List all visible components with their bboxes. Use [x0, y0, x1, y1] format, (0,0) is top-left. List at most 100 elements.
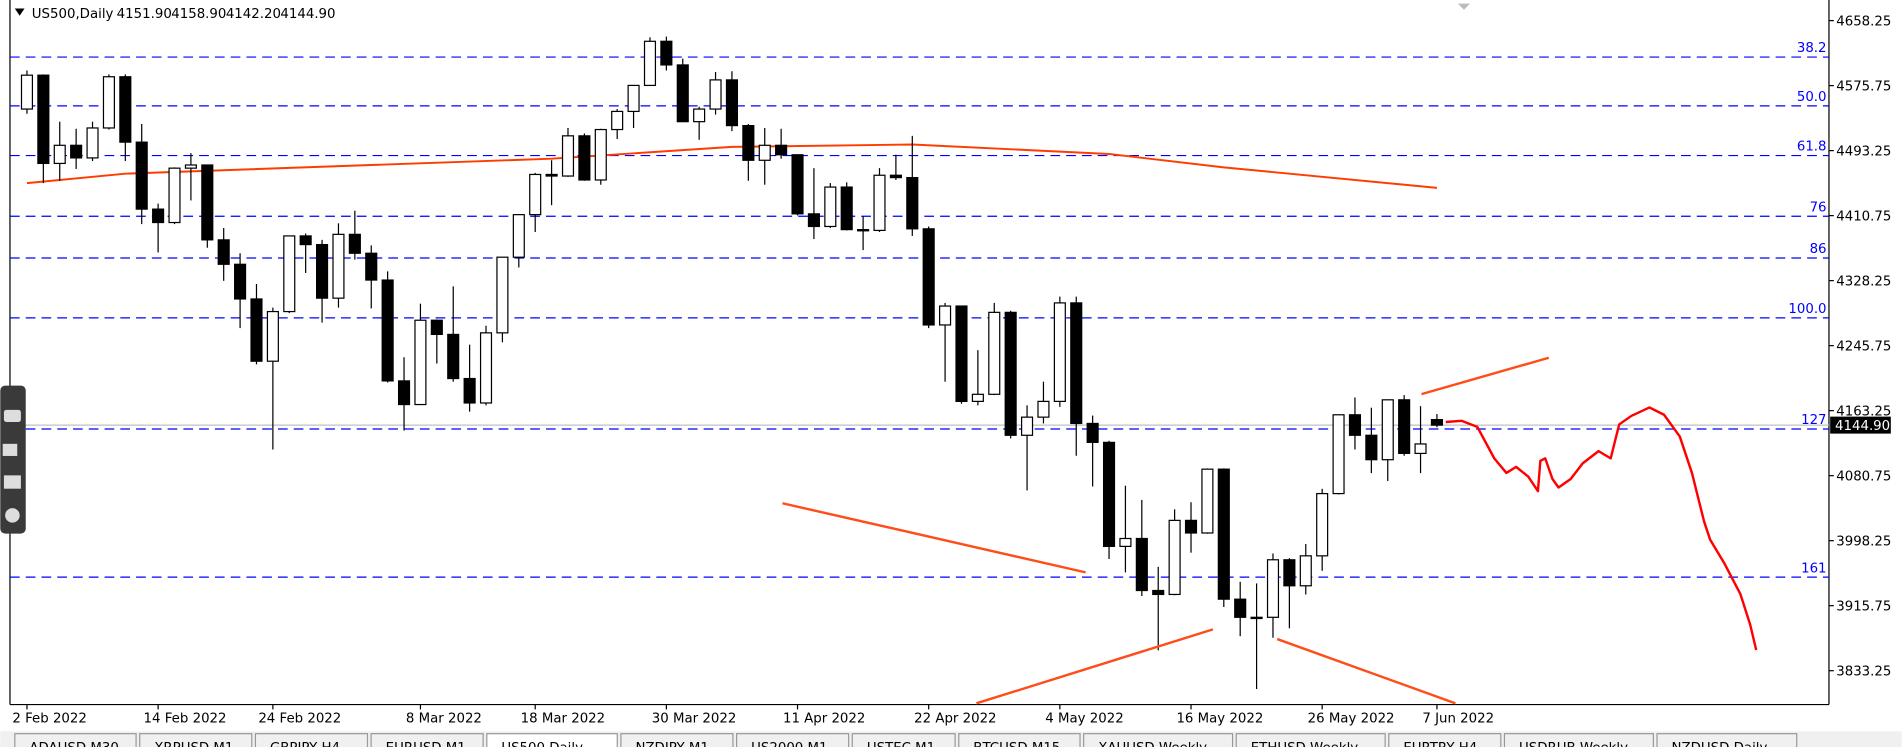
record-button[interactable]	[2, 443, 18, 456]
candle-body	[922, 228, 935, 326]
tab-label[interactable]: USDRUB,Weekly	[1519, 741, 1628, 751]
candle-body	[1102, 441, 1116, 547]
x-tick-label: 7 Jun 2022	[1422, 712, 1494, 727]
candle-body	[70, 144, 83, 159]
candle-body	[643, 40, 657, 87]
candle-body	[168, 167, 181, 224]
x-tick-label: 26 May 2022	[1308, 712, 1395, 727]
candle-body	[971, 393, 984, 402]
candle-body	[857, 229, 870, 232]
x-tick-label: 16 May 2022	[1176, 712, 1263, 727]
candle-body	[217, 239, 230, 265]
candle-body	[381, 279, 394, 382]
candle-body	[53, 144, 66, 165]
fib-label: 100.0	[1788, 302, 1826, 317]
candle-body	[1135, 537, 1148, 592]
header-value: 4144.90	[280, 7, 335, 22]
tab-label[interactable]: EURTRY,H4	[1403, 741, 1477, 751]
candle-body	[512, 214, 525, 258]
candle-body	[414, 319, 427, 406]
tab-label[interactable]: NZDUSD,Daily	[1672, 741, 1768, 751]
fib-label: 161	[1801, 561, 1826, 576]
candle-body	[1201, 468, 1214, 534]
candle-body	[1283, 559, 1296, 587]
candle-body	[348, 233, 361, 254]
candle-body	[184, 164, 197, 169]
current-price-label: 4144.90	[1835, 419, 1890, 434]
x-tick-label: 14 Feb 2022	[144, 712, 227, 727]
x-tick-label: 18 Mar 2022	[521, 712, 606, 727]
candle-body	[283, 235, 296, 313]
candle-body	[102, 76, 115, 129]
fib-label: 127	[1801, 413, 1826, 428]
candle-body	[676, 64, 689, 123]
candle-body	[775, 144, 788, 156]
screenshot-button[interactable]	[3, 409, 21, 423]
candle-body	[430, 319, 443, 336]
candle-body	[561, 135, 575, 177]
candle-body	[611, 110, 624, 131]
tab-label[interactable]: ETHUSD,Weekly	[1251, 741, 1359, 751]
y-tick-label: 3915.75	[1836, 600, 1891, 615]
fib-label: 76	[1810, 200, 1827, 215]
y-tick-label: 4163.25	[1836, 405, 1891, 420]
drawings	[782, 356, 1758, 705]
y-tick-label: 4245.75	[1836, 339, 1891, 354]
candle-body	[1381, 399, 1394, 461]
candle-body	[709, 79, 722, 110]
candle-body	[791, 154, 804, 215]
candle-body	[1234, 598, 1247, 618]
tab-label[interactable]: GBPJPY,H4	[270, 741, 340, 751]
candle-body	[1414, 443, 1427, 455]
candle-body	[1168, 519, 1181, 596]
candle-body	[20, 74, 34, 110]
fib-label: 86	[1810, 242, 1827, 257]
candle-body	[594, 128, 607, 181]
y-tick-label: 3998.25	[1836, 535, 1891, 550]
candle-body	[201, 164, 214, 241]
tab-label[interactable]: EURUSD,M1	[386, 741, 466, 751]
tab-label[interactable]: USTEC,M1	[867, 741, 935, 751]
tab-label[interactable]: NZDJPY,M1	[635, 741, 708, 751]
tab-label[interactable]: BTCUSD,M15	[973, 741, 1060, 751]
candle-body	[479, 332, 493, 404]
candle-body	[840, 186, 853, 231]
candle-body	[758, 144, 771, 161]
candle-body	[1332, 414, 1345, 495]
candle-body	[824, 186, 837, 228]
x-tick-label: 30 Mar 2022	[652, 712, 737, 727]
tab-label[interactable]: XRPUSD,M1	[154, 741, 233, 751]
candle-body	[37, 74, 50, 165]
tab-label[interactable]: US2000,M1	[751, 741, 827, 751]
candle-body	[1020, 416, 1034, 436]
tab-label[interactable]: ADAUSD,M30	[29, 741, 118, 751]
y-tick-label: 4575.75	[1836, 79, 1891, 94]
tab-label[interactable]: US500,Daily	[501, 741, 583, 751]
candle-body	[807, 213, 820, 228]
x-tick-label: 22 Apr 2022	[914, 712, 996, 727]
y-tick-label: 4080.75	[1836, 470, 1891, 485]
shift-marker	[1457, 3, 1471, 10]
candle-body	[152, 208, 165, 224]
tab-label[interactable]: XAUUSD,Weekly	[1098, 741, 1207, 751]
header-value: 4158.90	[171, 7, 226, 22]
image-button[interactable]	[3, 475, 21, 489]
y-tick-label: 4410.75	[1836, 209, 1891, 224]
candle-body	[742, 124, 755, 161]
candle-body	[332, 233, 345, 299]
fib-label: 61.8	[1797, 140, 1827, 155]
candle-body	[873, 174, 886, 232]
header-value: 4151.90	[117, 7, 172, 22]
settings-button[interactable]	[5, 508, 20, 523]
x-tick-label: 11 Apr 2022	[783, 712, 865, 727]
candle-body	[1152, 589, 1165, 596]
current-price-box	[1830, 416, 1891, 434]
candle-body	[397, 380, 411, 406]
candle-body	[250, 298, 263, 362]
candle-body	[1250, 616, 1263, 620]
y-tick-label: 4493.25	[1836, 144, 1891, 159]
candle-body	[266, 310, 279, 362]
